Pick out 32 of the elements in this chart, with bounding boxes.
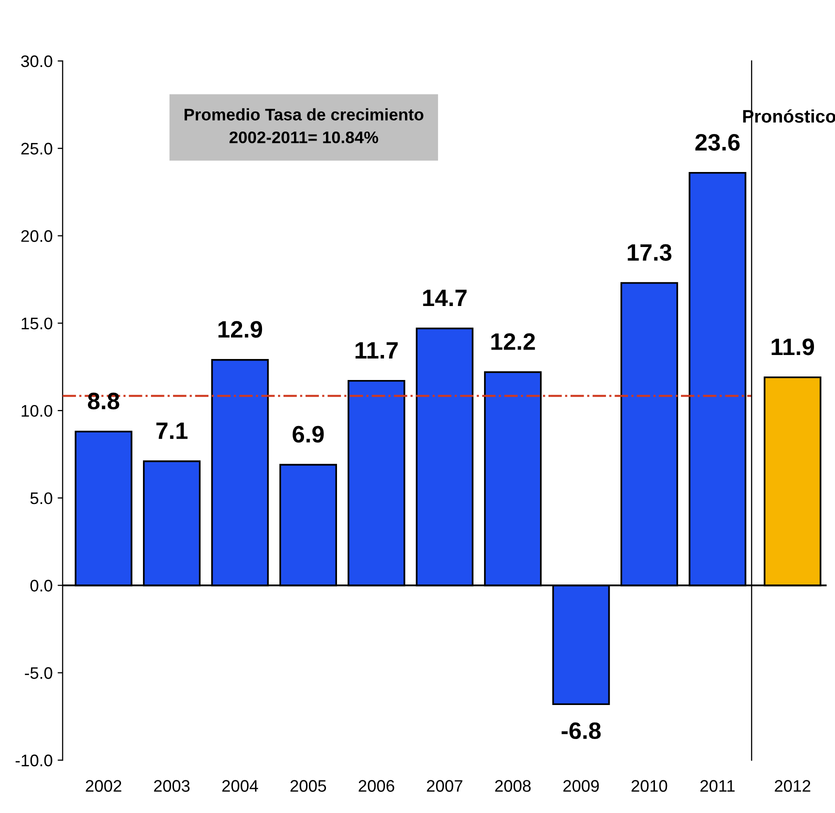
- data-label: 7.1: [156, 422, 188, 439]
- x-tick-label: 2003: [154, 780, 190, 792]
- data-label: 8.8: [88, 392, 120, 410]
- annotation: Promedio Tasa de crecimiento 2002-2011= 10.84%: [184, 108, 424, 144]
- x-tick-label: 2010: [632, 780, 668, 792]
- y-tick-label: 20.0: [21, 230, 52, 242]
- y-tick-label: 10.0: [22, 404, 52, 417]
- x-tick-label: 2002: [86, 780, 122, 792]
- data-label: 11.9: [772, 338, 814, 356]
- x-tick-label: 2008: [495, 780, 531, 792]
- data-label: 11.7: [356, 342, 398, 358]
- data-label: -6.8: [562, 722, 601, 740]
- data-label: 17.3: [628, 244, 672, 261]
- x-tick-label: 2009: [563, 780, 599, 792]
- y-tick-label: 25.0: [21, 142, 52, 155]
- data-label: 23.6: [695, 134, 740, 151]
- y-tick-label: 15.0: [22, 318, 52, 330]
- data-label: 14.7: [423, 290, 467, 306]
- y-tick-label: 0.0: [30, 580, 52, 592]
- x-tick-label: 2011: [700, 780, 735, 792]
- data-label: 12.9: [218, 321, 262, 338]
- data-label: 12.2: [491, 333, 535, 350]
- x-tick-label: 2004: [222, 780, 258, 792]
- data-label: 6.9: [292, 426, 324, 443]
- x-tick-label: 2005: [290, 780, 326, 792]
- x-tick-label: 2007: [426, 780, 462, 792]
- y-tick-label: -5.0: [24, 667, 52, 679]
- y-tick-label: 30.0: [21, 55, 52, 68]
- x-tick-label: 2012: [774, 780, 810, 792]
- x-tick-label: 2006: [358, 780, 394, 792]
- y-tick-label: 5.0: [30, 492, 52, 504]
- y-tick-label: -10.0: [16, 754, 52, 766]
